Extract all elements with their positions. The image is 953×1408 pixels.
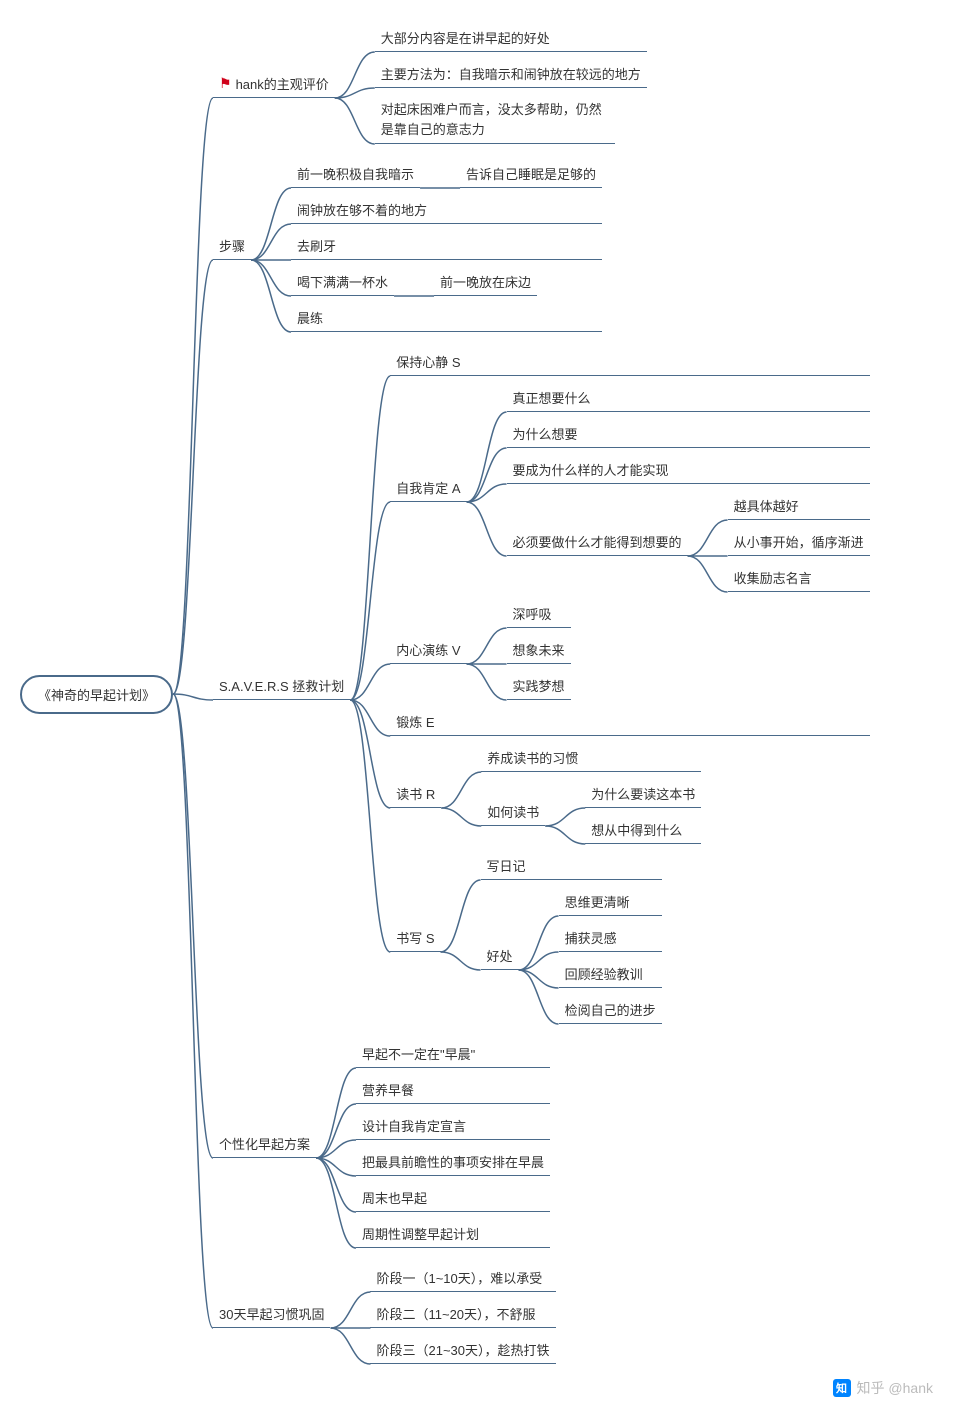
node-b3-3-2: 想象未来 — [507, 636, 571, 664]
node-b1-3: 对起床困难户而言，没太多帮助，仍然是靠自己的意志力 — [375, 96, 615, 144]
node-b3-2-1: 真正想要什么 — [507, 384, 870, 412]
node-b2-5: 晨练 — [291, 304, 602, 332]
node-b4-1: 早起不一定在"早晨" — [356, 1040, 550, 1068]
watermark: 知 知乎 @hank — [833, 1378, 933, 1398]
node-b3-3-3: 实践梦想 — [507, 672, 571, 700]
node-b4-2: 营养早餐 — [356, 1076, 550, 1104]
node-b3-6-2-2: 捕获灵感 — [559, 924, 662, 952]
node-b1-label: hank的主观评价 — [236, 74, 329, 93]
node-b3-2-2: 为什么想要 — [507, 420, 870, 448]
node-b3-5-2-1: 为什么要读这本书 — [585, 780, 701, 808]
root-node: 《神奇的早起计划》 — [20, 675, 173, 714]
node-b4: 个性化早起方案 — [213, 1130, 316, 1158]
node-b3-2: 自我肯定 A — [390, 474, 466, 502]
node-b2-4-1: 前一晚放在床边 — [434, 268, 537, 296]
node-b5: 30天早起习惯巩固 — [213, 1300, 330, 1328]
node-b3-2-4-2: 从小事开始，循序渐进 — [728, 528, 870, 556]
node-b2-1: 前一晚积极自我暗示 — [291, 160, 420, 188]
node-b4-4: 把最具前瞻性的事项安排在早晨 — [356, 1148, 550, 1176]
node-b3-2-4-1: 越具体越好 — [728, 492, 870, 520]
node-b3-5-1: 养成读书的习惯 — [481, 744, 701, 772]
node-b5-3: 阶段三（21~30天），趁热打铁 — [370, 1336, 555, 1364]
node-b2-4: 喝下满满一杯水 — [291, 268, 394, 296]
node-b3-6-2-4: 检阅自己的进步 — [559, 996, 662, 1024]
node-b3-4: 锻炼 E — [390, 708, 869, 736]
node-b5-1: 阶段一（1~10天），难以承受 — [370, 1264, 555, 1292]
node-b3: S.A.V.E.R.S 拯救计划 — [213, 672, 350, 700]
node-b4-5: 周末也早起 — [356, 1184, 550, 1212]
node-b3-2-3: 要成为什么样的人才能实现 — [507, 456, 870, 484]
node-b2-1-1: 告诉自己睡眠是足够的 — [460, 160, 602, 188]
node-b3-6-2-3: 回顾经验教训 — [559, 960, 662, 988]
node-b3-5-2: 如何读书 — [481, 798, 545, 826]
node-b3-5-2-2: 想从中得到什么 — [585, 816, 701, 844]
node-b3-2-4: 必须要做什么才能得到想要的 — [507, 528, 688, 556]
node-b3-6: 书写 S — [390, 924, 440, 952]
node-b3-3: 内心演练 V — [390, 636, 466, 664]
node-b4-6: 周期性调整早起计划 — [356, 1220, 550, 1248]
watermark-label: 知乎 @hank — [857, 1378, 933, 1398]
node-b5-2: 阶段二（11~20天），不舒服 — [370, 1300, 555, 1328]
zhihu-icon: 知 — [833, 1379, 851, 1397]
node-b3-2-4-3: 收集励志名言 — [728, 564, 870, 592]
node-b3-6-2-1: 思维更清晰 — [559, 888, 662, 916]
mindmap-root: 《神奇的早起计划》 ⚑ hank的主观评价 大部分内容是在讲早起的好处 主要方法… — [20, 20, 933, 1368]
node-b3-6-1: 写日记 — [481, 852, 662, 880]
node-b3-3-1: 深呼吸 — [507, 600, 571, 628]
node-b4-3: 设计自我肯定宣言 — [356, 1112, 550, 1140]
node-b2-3: 去刷牙 — [291, 232, 602, 260]
node-b3-1: 保持心静 S — [390, 348, 869, 376]
node-b3-5: 读书 R — [390, 780, 441, 808]
node-b2-2: 闹钟放在够不着的地方 — [291, 196, 602, 224]
node-b1-2: 主要方法为：自我暗示和闹钟放在较远的地方 — [375, 60, 647, 88]
node-b1-1: 大部分内容是在讲早起的好处 — [375, 24, 647, 52]
flag-icon: ⚑ — [219, 75, 232, 92]
node-b1: ⚑ hank的主观评价 — [213, 70, 335, 98]
node-b2: 步骤 — [213, 232, 251, 260]
node-b3-6-2: 好处 — [481, 942, 519, 970]
